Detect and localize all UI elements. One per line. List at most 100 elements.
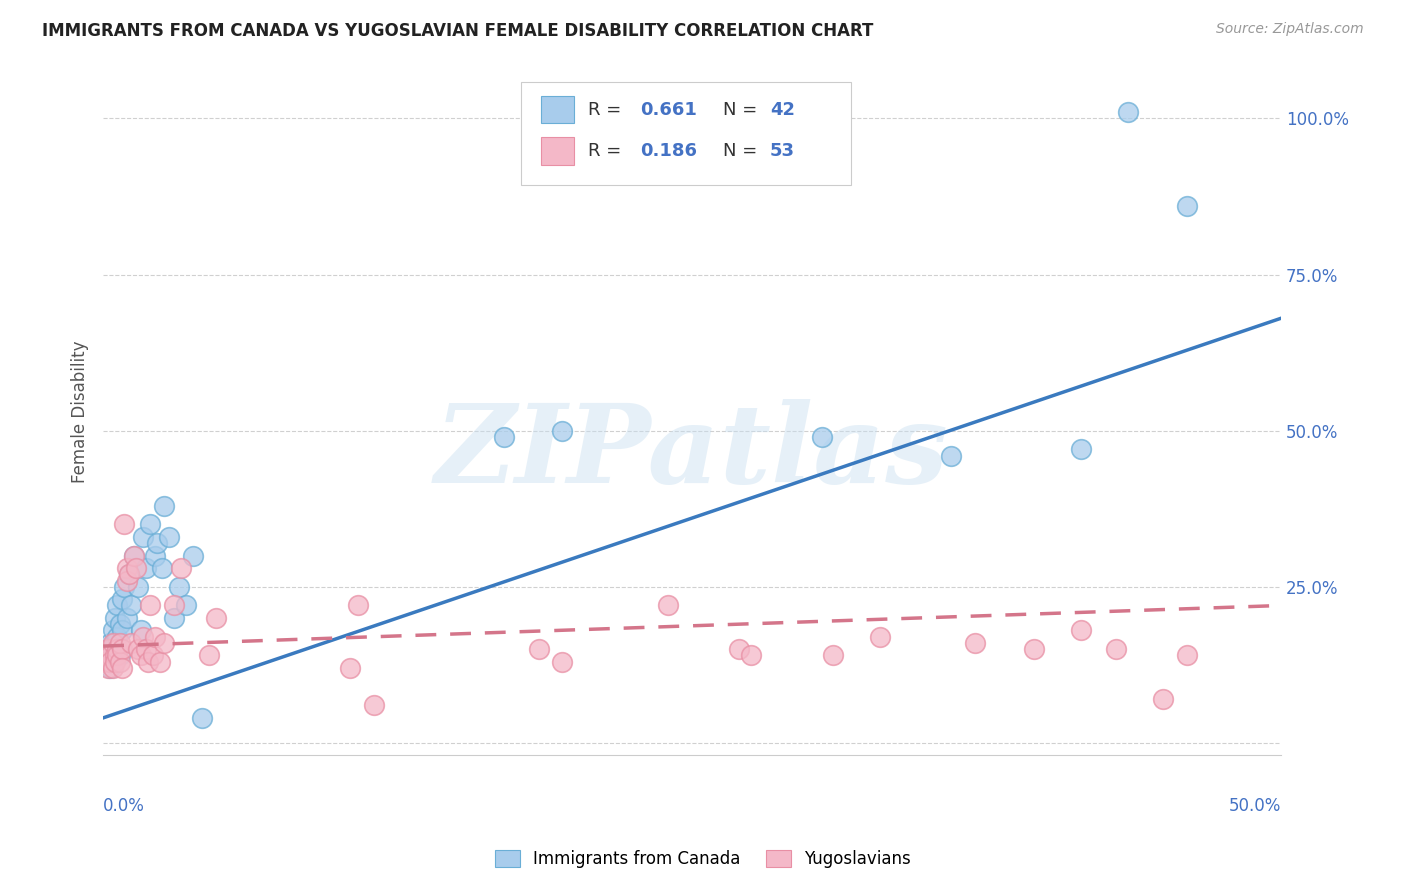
Point <box>111 642 134 657</box>
FancyBboxPatch shape <box>541 137 574 165</box>
Point <box>492 430 515 444</box>
Point <box>157 530 180 544</box>
Point <box>551 655 574 669</box>
Text: ZIPatlas: ZIPatlas <box>434 400 949 507</box>
Point <box>98 636 121 650</box>
Point <box>1070 624 1092 638</box>
Point <box>97 661 120 675</box>
Point <box>97 655 120 669</box>
Point <box>127 580 149 594</box>
Point <box>101 624 124 638</box>
Point <box>142 648 165 663</box>
Point <box>105 630 128 644</box>
Point <box>105 599 128 613</box>
Point <box>112 580 135 594</box>
Text: IMMIGRANTS FROM CANADA VS YUGOSLAVIAN FEMALE DISABILITY CORRELATION CHART: IMMIGRANTS FROM CANADA VS YUGOSLAVIAN FE… <box>42 22 873 40</box>
Point <box>127 642 149 657</box>
Point <box>728 642 751 657</box>
Point <box>132 530 155 544</box>
Point <box>143 630 166 644</box>
Point <box>118 567 141 582</box>
Point <box>527 642 550 657</box>
Point <box>963 636 986 650</box>
Point <box>139 599 162 613</box>
Point <box>111 592 134 607</box>
Point <box>153 636 176 650</box>
Point <box>339 661 361 675</box>
Point <box>122 549 145 563</box>
Point <box>823 648 845 663</box>
Point <box>163 611 186 625</box>
Point <box>1022 642 1045 657</box>
Point <box>104 648 127 663</box>
Point <box>810 430 832 444</box>
Point <box>94 655 117 669</box>
Text: N =: N = <box>723 142 762 160</box>
Text: R =: R = <box>588 142 627 160</box>
Point <box>163 599 186 613</box>
Point <box>108 617 131 632</box>
Text: 53: 53 <box>769 142 794 160</box>
Point <box>167 580 190 594</box>
Point <box>101 661 124 675</box>
Point <box>135 642 157 657</box>
Point <box>198 648 221 663</box>
Point <box>105 642 128 657</box>
Point <box>869 630 891 644</box>
Point <box>181 549 204 563</box>
Point <box>104 655 127 669</box>
Point <box>97 642 120 657</box>
Point <box>149 655 172 669</box>
Point <box>1175 199 1198 213</box>
Point <box>153 499 176 513</box>
Text: 0.186: 0.186 <box>640 142 697 160</box>
Point <box>346 599 368 613</box>
Point <box>94 648 117 663</box>
Point <box>1175 648 1198 663</box>
Point <box>118 567 141 582</box>
Point <box>105 648 128 663</box>
Point <box>174 599 197 613</box>
Point <box>101 648 124 663</box>
Point <box>1105 642 1128 657</box>
Point <box>108 636 131 650</box>
Point <box>657 599 679 613</box>
Point <box>1070 442 1092 457</box>
Point <box>101 636 124 650</box>
Point <box>1152 692 1174 706</box>
Point <box>120 636 142 650</box>
Point <box>170 561 193 575</box>
Point <box>139 517 162 532</box>
Point <box>111 661 134 675</box>
Point <box>205 611 228 625</box>
Point <box>120 599 142 613</box>
Point <box>108 655 131 669</box>
Point <box>94 648 117 663</box>
Point <box>143 549 166 563</box>
Point <box>941 449 963 463</box>
Point <box>122 549 145 563</box>
Point <box>104 636 127 650</box>
Y-axis label: Female Disability: Female Disability <box>72 341 89 483</box>
Point <box>191 711 214 725</box>
FancyBboxPatch shape <box>522 82 851 186</box>
Point <box>135 561 157 575</box>
Text: 42: 42 <box>769 101 794 119</box>
Text: 0.661: 0.661 <box>640 101 697 119</box>
Point <box>129 648 152 663</box>
Text: N =: N = <box>723 101 762 119</box>
Point <box>98 655 121 669</box>
Point <box>125 561 148 575</box>
Point <box>363 698 385 713</box>
Text: 50.0%: 50.0% <box>1229 797 1281 814</box>
Point <box>132 630 155 644</box>
Point <box>115 574 138 588</box>
Legend: Immigrants from Canada, Yugoslavians: Immigrants from Canada, Yugoslavians <box>488 843 918 875</box>
Point <box>551 424 574 438</box>
Point <box>111 624 134 638</box>
Point <box>104 611 127 625</box>
Text: 0.0%: 0.0% <box>103 797 145 814</box>
Point <box>98 661 121 675</box>
Point <box>740 648 762 663</box>
Point <box>108 648 131 663</box>
